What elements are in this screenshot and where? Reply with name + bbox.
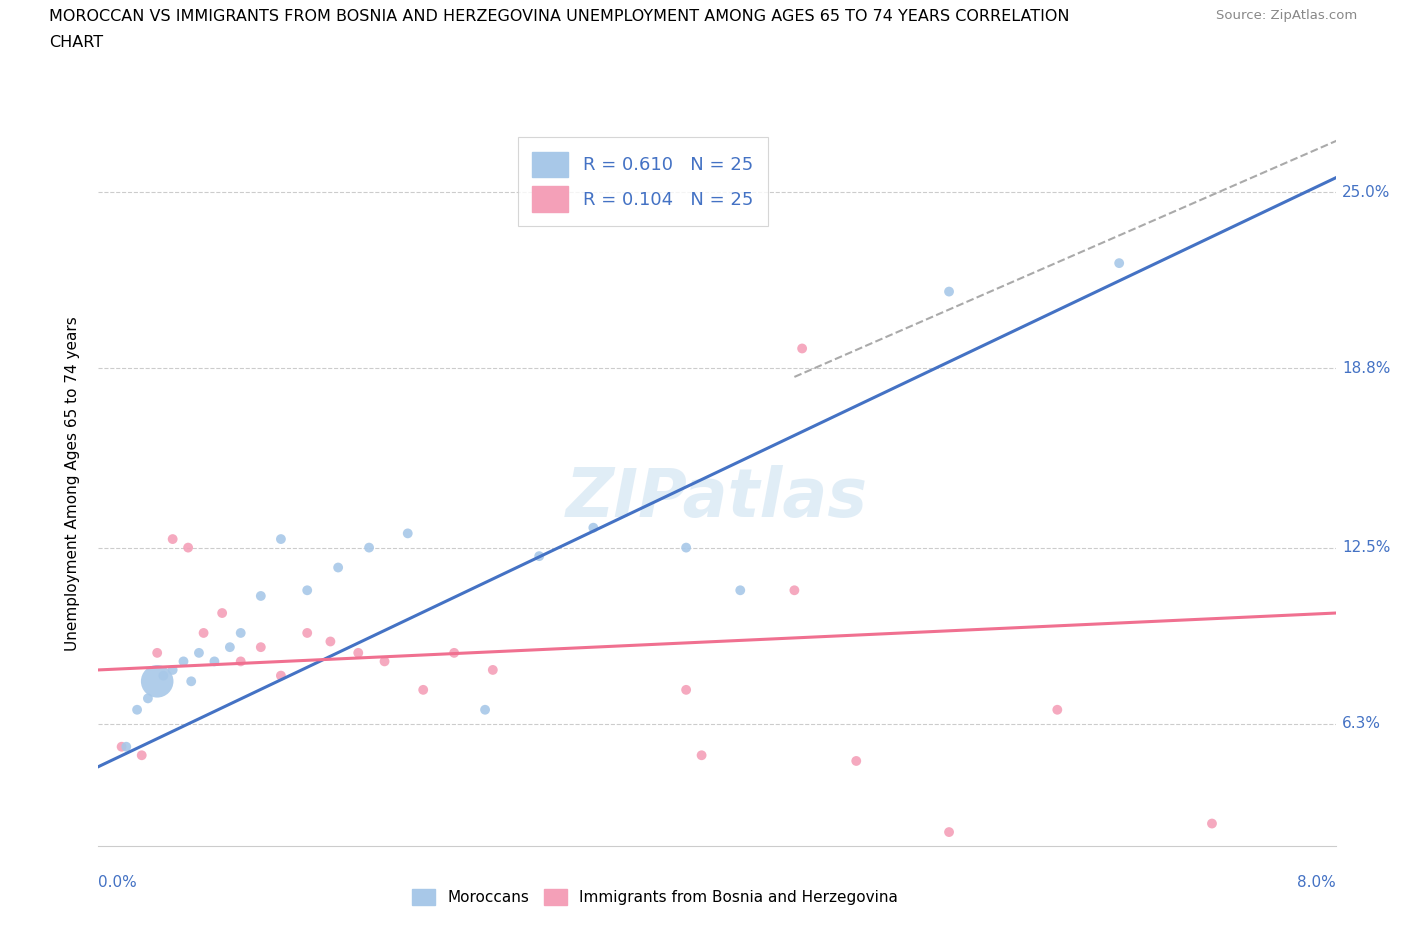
Text: Source: ZipAtlas.com: Source: ZipAtlas.com (1216, 9, 1357, 22)
Point (193, 626, 215, 641)
Point (152, 668, 174, 683)
Text: 8.0%: 8.0% (1296, 875, 1336, 890)
Point (250, 640, 273, 655)
Point (529, 549, 551, 564)
Point (347, 645, 370, 660)
Text: 0.0%: 0.0% (98, 875, 138, 890)
Point (297, 583, 319, 598)
Point (1108, 256, 1130, 271)
Point (396, 526, 419, 541)
Legend: R = 0.610   N = 25, R = 0.104   N = 25: R = 0.610 N = 25, R = 0.104 N = 25 (517, 138, 768, 226)
Point (412, 683, 434, 698)
Point (326, 560, 350, 575)
Point (162, 662, 184, 677)
Y-axis label: Unemployment Among Ages 65 to 74 years: Unemployment Among Ages 65 to 74 years (65, 316, 80, 651)
Point (374, 654, 396, 669)
Text: 18.8%: 18.8% (1341, 361, 1391, 376)
Point (1046, 702, 1069, 717)
Point (115, 739, 138, 754)
Text: 25.0%: 25.0% (1341, 184, 1391, 200)
Point (146, 674, 169, 689)
Point (188, 645, 211, 660)
Point (938, 825, 960, 840)
Point (319, 634, 342, 649)
Point (211, 605, 233, 620)
Point (204, 654, 226, 669)
Point (229, 654, 252, 669)
Text: 12.5%: 12.5% (1341, 540, 1391, 555)
Point (675, 683, 697, 698)
Point (790, 341, 813, 356)
Point (136, 691, 159, 706)
Point (481, 662, 505, 677)
Point (675, 540, 697, 555)
Point (127, 702, 149, 717)
Text: ZIPatlas: ZIPatlas (567, 465, 868, 531)
Point (219, 640, 242, 655)
Point (229, 626, 252, 641)
Point (146, 645, 169, 660)
Point (270, 532, 292, 547)
Point (131, 748, 153, 763)
Point (730, 583, 752, 598)
Point (690, 748, 713, 763)
Text: 6.3%: 6.3% (1341, 716, 1381, 732)
Point (177, 540, 200, 555)
Point (111, 739, 132, 754)
Point (270, 668, 292, 683)
Point (783, 583, 806, 598)
Point (938, 285, 960, 299)
Text: CHART: CHART (49, 35, 103, 50)
Point (1201, 817, 1223, 831)
Point (250, 589, 273, 604)
Point (172, 654, 194, 669)
Point (845, 753, 868, 768)
Point (180, 674, 202, 689)
Point (297, 626, 319, 641)
Point (443, 645, 465, 660)
Text: MOROCCAN VS IMMIGRANTS FROM BOSNIA AND HERZEGOVINA UNEMPLOYMENT AMONG AGES 65 TO: MOROCCAN VS IMMIGRANTS FROM BOSNIA AND H… (49, 9, 1070, 24)
Point (357, 540, 380, 555)
Point (162, 532, 184, 547)
Point (474, 702, 496, 717)
Point (582, 520, 605, 535)
